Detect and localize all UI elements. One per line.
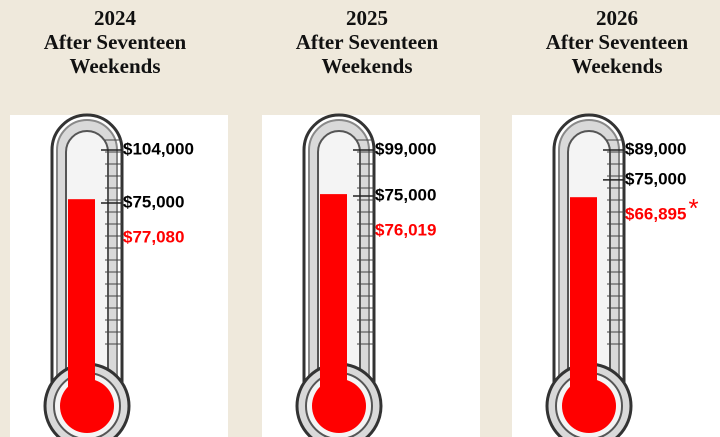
tick-label: $89,000 [625, 139, 686, 158]
tick-label: $75,000 [375, 186, 436, 205]
tick-label: $75,000 [123, 192, 184, 211]
mercury [570, 197, 597, 392]
value-label: $66,895 [625, 204, 686, 223]
bulb [562, 379, 616, 433]
bulb [312, 379, 366, 433]
heading: 2026 After Seventeen Weekends [517, 6, 717, 78]
mercury [320, 194, 347, 392]
year-title: 2026 [596, 6, 638, 30]
tube-outline [50, 113, 124, 395]
subtitle: After Seventeen Weekends [43, 30, 187, 78]
value-label: $76,019 [375, 221, 436, 240]
tick-label: $75,000 [625, 169, 686, 188]
tube-outline [302, 113, 376, 395]
subtitle: After Seventeen Weekends [545, 30, 689, 78]
year-title: 2025 [346, 6, 388, 30]
tick-label: $99,000 [375, 139, 436, 158]
subtitle: After Seventeen Weekends [295, 30, 439, 78]
mercury [68, 199, 95, 392]
bulb [60, 379, 114, 433]
year-title: 2024 [94, 6, 136, 30]
annotation: * [688, 193, 698, 223]
heading: 2024 After Seventeen Weekends [15, 6, 215, 78]
heading: 2025 After Seventeen Weekends [267, 6, 467, 78]
tick-label: $104,000 [123, 139, 194, 158]
tube-outline [552, 113, 626, 395]
value-label: $77,080 [123, 227, 184, 246]
